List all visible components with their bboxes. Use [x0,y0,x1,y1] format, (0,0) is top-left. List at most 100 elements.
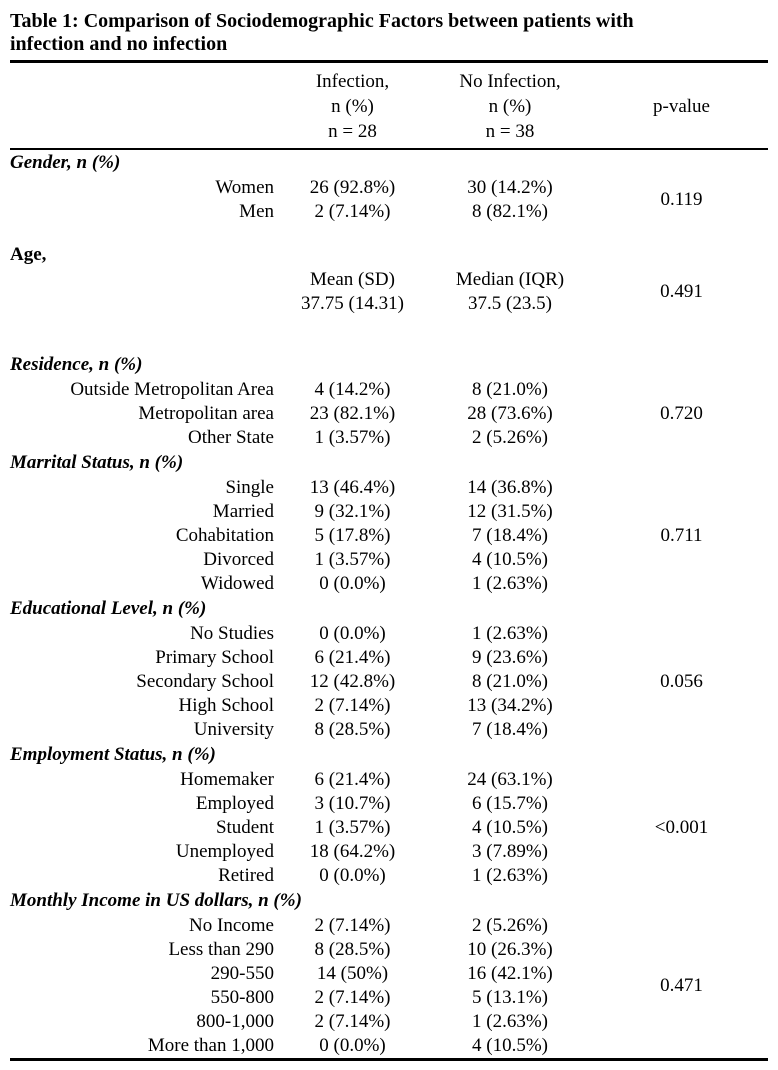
cell-no-infection: 16 (42.1%) [467,963,553,984]
table-row: More than 1,000 0 (0.0%) 4 (10.5%) [10,1034,768,1060]
cell-no-infection: 12 (31.5%) [467,501,553,522]
cell-infection: 18 (64.2%) [309,841,396,862]
cell-infection: 2 (7.14%) [314,201,391,222]
row-label: High School [178,695,274,716]
table-row: Metropolitan area 23 (82.1%) 28 (73.6%) [10,402,768,426]
table-row: Cohabitation 5 (17.8%) 7 (18.4%) [10,524,768,548]
cell-no-infection: 9 (23.6%) [472,647,548,668]
table-title-line1: Table 1: Comparison of Sociodemographic … [10,10,634,32]
table-row: Women 26 (92.8%) 30 (14.2%) 0.119 [10,176,768,210]
cell-no-infection: 7 (18.4%) [472,719,548,740]
cell-no-infection: 5 (13.1%) [472,987,548,1008]
row-label: Unemployed [175,841,274,862]
row-label: Retired [218,865,274,886]
cell-infection: 2 (7.14%) [314,987,391,1008]
row-label [10,292,280,316]
row-label: Men [239,201,274,222]
cell-infection: 6 (21.4%) [314,647,391,668]
cell-no-infection: 37.5 (23.5) [468,293,552,314]
cell-infection: 8 (28.5%) [314,719,391,740]
sociodemographic-table: Infection, n (%) n = 28 No Infection, n … [10,60,768,1061]
cell-infection: 6 (21.4%) [314,769,391,790]
p-value-cell: 0.119 [660,189,703,210]
table-row: Primary School 6 (21.4%) 9 (23.6%) [10,646,768,670]
cell-no-infection: 6 (15.7%) [472,793,548,814]
table-row: Outside Metropolitan Area 4 (14.2%) 8 (21.… [10,378,768,424]
p-value-cell: 0.491 [660,281,703,302]
cell-no-infection: 7 (18.4%) [472,525,548,546]
table-title: Table 1: Comparison of Sociodemographic … [10,10,768,56]
row-label: Metropolitan area [138,403,274,424]
section-header-education: Educational Level, n (%) [10,598,207,619]
cell-infection: 0 (0.0%) [319,573,386,594]
cell-infection: 2 (7.14%) [314,1011,391,1032]
row-label [10,268,280,292]
p-value-cell: 0.056 [660,671,703,692]
section-header-gender: Gender, n (%) [10,152,121,173]
cell-no-infection: Median (IQR) [455,269,565,290]
cell-infection: 4 (14.2%) [314,379,391,400]
row-label: Secondary School [136,671,274,692]
p-value-cell: 0.471 [660,975,703,996]
cell-infection: 5 (17.8%) [314,525,391,546]
column-header-p-value: p-value [595,61,768,150]
cell-no-infection: 10 (26.3%) [467,939,553,960]
cell-infection: 1 (3.57%) [314,817,391,838]
row-label: Primary School [155,647,274,668]
cell-no-infection: 1 (2.63%) [472,1011,548,1032]
table-row: Employed 3 (10.7%) 6 (15.7%) [10,792,768,816]
p-value-cell: 0.720 [660,403,703,424]
row-label: Widowed [200,573,274,594]
cell-infection: 12 (42.8%) [309,671,396,692]
row-label: Homemaker [180,769,274,790]
table-row: 800-1,000 2 (7.14%) 1 (2.63%) [10,1010,768,1034]
p-value-cell: 0.711 [660,525,703,546]
cell-infection: 2 (7.14%) [314,695,391,716]
cell-no-infection: 4 (10.5%) [472,1035,548,1056]
cell-no-infection: 4 (10.5%) [472,549,548,570]
table-row: Other State 1 (3.57%) 2 (5.26%) [10,426,768,450]
row-label: No Studies [190,623,274,644]
row-label: Employed [195,793,274,814]
cell-infection: 2 (7.14%) [314,915,391,936]
table-row: No Studies 0 (0.0%) 1 (2.63%) 0.056 [10,622,768,692]
section-header-residence: Residence, n (%) [10,354,143,375]
cell-infection: 8 (28.5%) [314,939,391,960]
section-header-employment: Employment Status, n (%) [10,744,216,765]
cell-no-infection: 8 (82.1%) [472,201,548,222]
cell-no-infection: 3 (7.89%) [472,841,548,862]
table-title-line2: infection and no infection [10,33,228,55]
cell-infection: Mean (SD) [310,269,395,290]
cell-no-infection: 30 (14.2%) [467,177,553,198]
cell-no-infection: 1 (2.63%) [472,573,548,594]
cell-infection: 23 (82.1%) [309,403,396,424]
cell-no-infection: 24 (63.1%) [467,769,553,790]
row-label: 550-800 [210,987,274,1008]
cell-no-infection: 4 (10.5%) [472,817,548,838]
cell-no-infection: 1 (2.63%) [472,865,548,886]
cell-infection: 1 (3.57%) [314,549,391,570]
row-label: 800-1,000 [196,1011,274,1032]
table-row: Single 13 (46.4%) 14 (36.8%) 0.711 [10,476,768,546]
cell-no-infection: 2 (5.26%) [472,427,548,448]
spacer-row [10,316,768,352]
row-label: Divorced [203,549,274,570]
cell-infection: 0 (0.0%) [319,865,386,886]
table-row: Less than 290 8 (28.5%) 10 (26.3%) [10,938,768,962]
cell-no-infection: 13 (34.2%) [467,695,553,716]
column-header-empty [10,61,280,150]
cell-infection: 13 (46.4%) [309,477,396,498]
section-header-marital: Marrital Status, n (%) [10,452,184,473]
section-header-income: Monthly Income in US dollars, n (%) [10,890,302,911]
column-header-no-infection: No Infection, n (%) n = 38 [425,61,595,150]
cell-no-infection: 2 (5.26%) [472,915,548,936]
column-header-no-infection-line2: n (%) [488,96,532,117]
table-row: Mean (SD) Median (IQR) 0.491 [10,268,768,302]
column-header-infection-line1: Infection, [315,71,390,92]
column-header-infection: Infection, n (%) n = 28 [280,61,425,150]
cell-infection: 14 (50%) [316,963,389,984]
row-label: No Income [189,915,274,936]
row-label: 290-550 [210,963,274,984]
table-row: Secondary School 12 (42.8%) 8 (21.0%) [10,670,768,694]
spacer-row [10,224,768,242]
